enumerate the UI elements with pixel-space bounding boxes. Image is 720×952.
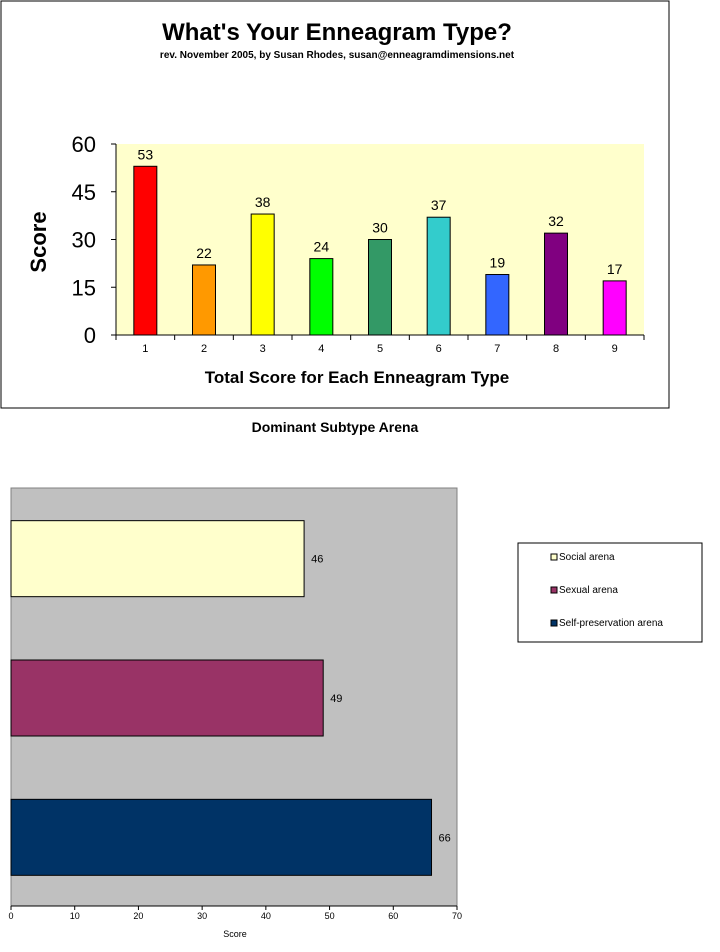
bar-social-arena <box>10 520 305 598</box>
x-tick-label: 4 <box>318 343 324 355</box>
data-label: 17 <box>607 261 623 277</box>
bar-type-4 <box>309 258 334 336</box>
legend-swatch <box>550 619 558 627</box>
y-axis: 0 15 30 45 60 <box>72 132 117 348</box>
x-tick-label: 1 <box>142 343 148 355</box>
bar-type-3 <box>250 213 275 336</box>
data-label: 46 <box>311 554 323 566</box>
x-tick-label: 70 <box>452 911 462 921</box>
data-label: 19 <box>490 255 506 271</box>
bar-type-9 <box>602 280 627 336</box>
data-label: 53 <box>138 146 154 162</box>
x-tick-label: 2 <box>201 343 207 355</box>
bar-type-1 <box>133 165 158 336</box>
data-label: 66 <box>439 832 451 844</box>
bar-type-8 <box>544 232 568 336</box>
data-label: 32 <box>548 213 564 229</box>
legend-swatch <box>550 586 558 594</box>
bar-type-2 <box>192 264 216 336</box>
subtype-arena-chart: Dominant Subtype Arena 46 49 66 0 10 20 30 40 5… <box>8 419 703 939</box>
y-axis-label: Score <box>26 211 51 272</box>
bars: 53 22 38 24 30 37 19 32 17 <box>133 146 627 336</box>
x-tick-label: 50 <box>325 911 335 921</box>
x-tick-label: 8 <box>553 343 559 355</box>
bars-arena: 46 49 66 <box>10 520 451 876</box>
bar-self-preservation-arena <box>10 798 433 876</box>
x-axis-label: Total Score for Each Enneagram Type <box>205 368 510 387</box>
x-tick-label: 9 <box>612 343 618 355</box>
x-tick-label: 7 <box>494 343 500 355</box>
bar-type-7 <box>485 274 510 336</box>
bar-sexual-arena <box>10 659 324 737</box>
x-tick-label: 60 <box>388 911 398 921</box>
y-tick-label: 45 <box>72 180 96 205</box>
data-label: 49 <box>330 693 342 705</box>
data-label: 22 <box>196 245 212 261</box>
chart-title: What's Your Enneagram Type? <box>162 19 512 46</box>
type-score-chart: What's Your Enneagram Type? rev. Novembe… <box>0 0 670 409</box>
legend-label: Sexual arena <box>559 585 618 596</box>
x-axis: 1 2 3 4 5 6 7 8 9 <box>115 334 645 355</box>
x-axis-arena: 0 10 20 30 40 50 60 70 <box>8 905 462 921</box>
y-tick-label: 30 <box>72 228 96 253</box>
legend-box <box>517 542 703 643</box>
x-tick-label: 20 <box>133 911 143 921</box>
x-tick-label: 10 <box>70 911 80 921</box>
y-tick-label: 60 <box>72 132 96 157</box>
x-tick-label: 3 <box>260 343 266 355</box>
legend: Social arena Sexual arena Self-preservatio… <box>517 542 703 643</box>
y-tick-label: 15 <box>72 275 96 300</box>
legend-label: Social arena <box>559 552 615 563</box>
x-tick-label: 40 <box>261 911 271 921</box>
bar-type-5 <box>368 239 392 336</box>
legend-swatch <box>550 553 558 561</box>
data-label: 24 <box>314 239 330 255</box>
data-label: 30 <box>372 220 388 236</box>
legend-label: Self-preservation arena <box>559 618 663 629</box>
x-tick-label: 30 <box>197 911 207 921</box>
x-axis-label-arena: Score <box>223 929 247 939</box>
y-tick-label: 0 <box>84 323 96 348</box>
data-label: 38 <box>255 194 271 210</box>
chart-subtitle: rev. November 2005, by Susan Rhodes, sus… <box>160 50 515 61</box>
chart-title-arena: Dominant Subtype Arena <box>252 419 419 435</box>
x-tick-label: 0 <box>8 911 13 921</box>
x-tick-label: 6 <box>436 343 442 355</box>
x-tick-label: 5 <box>377 343 383 355</box>
bar-type-6 <box>426 216 451 336</box>
data-label: 37 <box>431 197 447 213</box>
